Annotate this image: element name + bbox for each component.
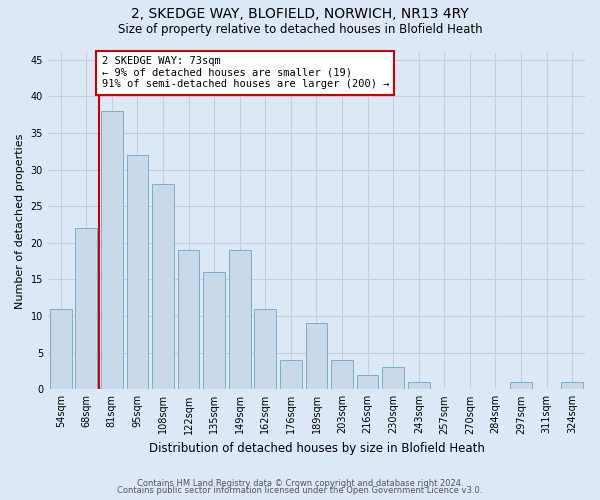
Text: Contains public sector information licensed under the Open Government Licence v3: Contains public sector information licen… <box>118 486 482 495</box>
Bar <box>280 360 302 390</box>
Bar <box>254 309 276 390</box>
Bar <box>127 155 148 390</box>
Bar <box>152 184 174 390</box>
Bar <box>305 324 328 390</box>
Bar <box>229 250 251 390</box>
Y-axis label: Number of detached properties: Number of detached properties <box>15 133 25 308</box>
Bar <box>510 382 532 390</box>
Text: Contains HM Land Registry data © Crown copyright and database right 2024.: Contains HM Land Registry data © Crown c… <box>137 478 463 488</box>
X-axis label: Distribution of detached houses by size in Blofield Heath: Distribution of detached houses by size … <box>149 442 484 455</box>
Bar <box>76 228 97 390</box>
Text: 2 SKEDGE WAY: 73sqm
← 9% of detached houses are smaller (19)
91% of semi-detache: 2 SKEDGE WAY: 73sqm ← 9% of detached hou… <box>101 56 389 90</box>
Bar <box>331 360 353 390</box>
Bar <box>203 272 225 390</box>
Bar <box>357 374 379 390</box>
Bar <box>101 111 123 390</box>
Bar <box>50 309 71 390</box>
Bar <box>562 382 583 390</box>
Bar <box>382 368 404 390</box>
Bar <box>408 382 430 390</box>
Text: Size of property relative to detached houses in Blofield Heath: Size of property relative to detached ho… <box>118 22 482 36</box>
Text: 2, SKEDGE WAY, BLOFIELD, NORWICH, NR13 4RY: 2, SKEDGE WAY, BLOFIELD, NORWICH, NR13 4… <box>131 8 469 22</box>
Bar <box>178 250 199 390</box>
